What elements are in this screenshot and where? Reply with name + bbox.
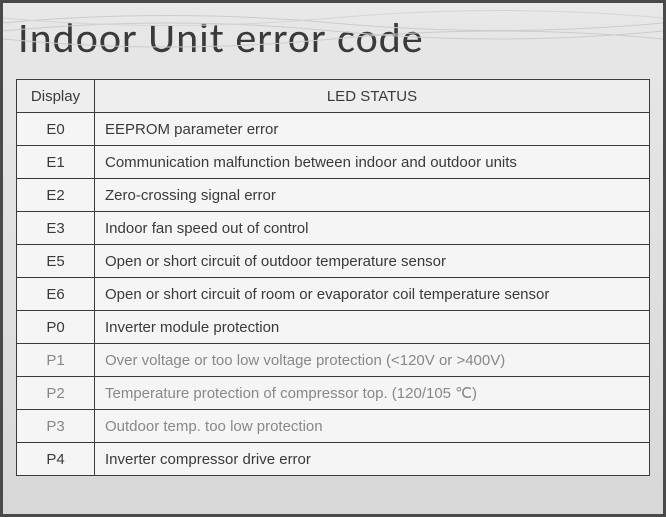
table-header-row: Display LED STATUS [17,80,650,113]
code-cell: P3 [17,410,95,443]
code-cell: P1 [17,344,95,377]
header-status: LED STATUS [95,80,650,113]
table-row: P0Inverter module protection [17,311,650,344]
code-cell: E6 [17,278,95,311]
table-row: P1Over voltage or too low voltage protec… [17,344,650,377]
table-row: E0EEPROM parameter error [17,113,650,146]
table-row: P2Temperature protection of compressor t… [17,377,650,410]
code-cell: E5 [17,245,95,278]
desc-cell: Temperature protection of compressor top… [95,377,650,410]
desc-cell: Inverter compressor drive error [95,443,650,476]
table-row: E5Open or short circuit of outdoor tempe… [17,245,650,278]
code-cell: E0 [17,113,95,146]
desc-cell: Zero-crossing signal error [95,179,650,212]
desc-cell: EEPROM parameter error [95,113,650,146]
code-cell: P4 [17,443,95,476]
code-cell: E1 [17,146,95,179]
desc-cell: Inverter module protection [95,311,650,344]
desc-cell: Over voltage or too low voltage protecti… [95,344,650,377]
error-code-table-container: Display LED STATUS E0EEPROM parameter er… [3,64,663,486]
table-row: E3Indoor fan speed out of control [17,212,650,245]
code-cell: P0 [17,311,95,344]
header-display: Display [17,80,95,113]
table-row: E2Zero-crossing signal error [17,179,650,212]
desc-cell: Indoor fan speed out of control [95,212,650,245]
table-row: P4Inverter compressor drive error [17,443,650,476]
table-row: P3Outdoor temp. too low protection [17,410,650,443]
page-title: Indoor Unit error code [3,3,663,64]
table-row: E6Open or short circuit of room or evapo… [17,278,650,311]
code-cell: E3 [17,212,95,245]
desc-cell: Open or short circuit of room or evapora… [95,278,650,311]
code-cell: P2 [17,377,95,410]
table-row: E1Communication malfunction between indo… [17,146,650,179]
desc-cell: Outdoor temp. too low protection [95,410,650,443]
desc-cell: Communication malfunction between indoor… [95,146,650,179]
desc-cell: Open or short circuit of outdoor tempera… [95,245,650,278]
error-code-table: Display LED STATUS E0EEPROM parameter er… [16,79,650,476]
code-cell: E2 [17,179,95,212]
